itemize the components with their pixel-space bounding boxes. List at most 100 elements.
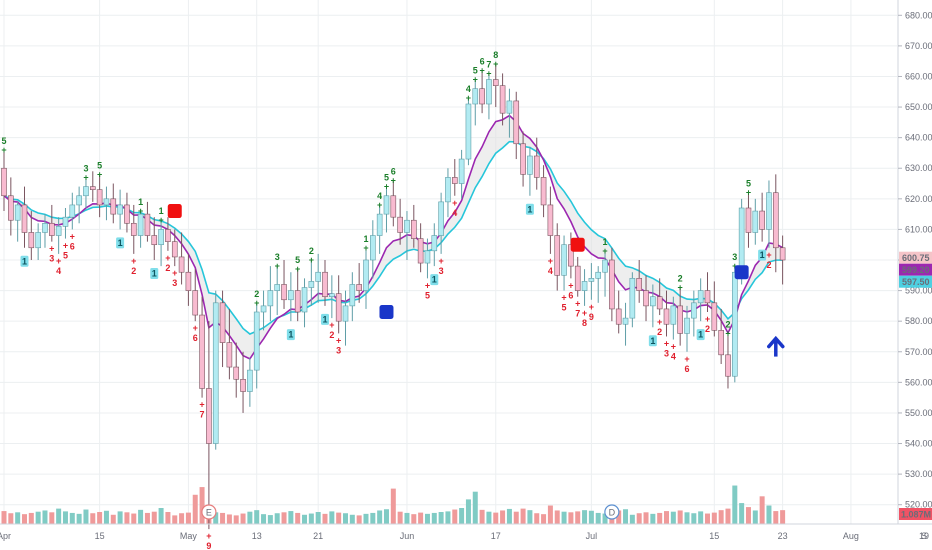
candle [622,302,629,346]
candle-body [233,366,240,380]
price-label: 599.20 [899,263,932,276]
volume-bar [766,505,772,524]
candle-body [752,210,759,233]
candle [103,186,110,221]
candle-body [363,259,369,291]
event-marker-circle [201,504,217,520]
y-tick-label: 540.00 [905,439,932,449]
candle [253,302,260,389]
buy-count-tag: 2 [678,274,683,284]
volume-bar [582,510,588,524]
sell-plus-mark: + [561,293,566,303]
candle-body [144,213,151,236]
candle-body [704,290,711,304]
volume-bar [691,513,697,524]
candle [697,278,704,322]
candle [89,171,96,202]
candle [69,192,76,230]
candle-body [465,103,472,160]
buy-count-tag: 2 [725,319,730,329]
candle-body [288,290,294,301]
buy-plus-mark: + [678,283,683,293]
volume-bar [179,513,185,524]
teal-tag-box [20,255,29,267]
sell-count-tag: 3 [172,278,177,288]
candle-body [158,229,164,246]
buy-plus-mark: + [473,75,478,85]
candle-body [178,256,185,273]
price-label-bg [899,251,932,264]
candle-body [779,247,786,261]
sell-count-tag: 2 [705,324,710,334]
candle [547,186,554,254]
candle-body [711,302,718,331]
candle-body [219,302,226,343]
event-marker: E [201,504,217,520]
candle-body [1,167,7,197]
volume-bar [267,515,273,524]
candle-body [124,204,130,224]
candle [281,260,287,309]
event-marker-circle [604,504,620,520]
volume-label-text: 1.087M [901,510,931,520]
volume-bar [534,513,540,524]
sell-plus-mark: + [193,323,198,333]
volume-bar [452,509,458,524]
candle [670,296,677,340]
buy-plus-mark: + [384,182,389,192]
sell-count-tag: 2 [766,260,771,270]
candle-body [192,290,199,316]
volume-bar [459,508,465,524]
teal-tag-box [758,249,767,261]
volume-bar [438,512,444,524]
candle-body [171,241,178,258]
y-tick-label: 620.00 [905,194,932,204]
candle [1,149,7,212]
candle-body [732,271,738,377]
candle-body [622,317,629,325]
candle-body [527,155,533,175]
x-tick-label: May [180,531,198,541]
price-label: 600.75 [899,251,932,264]
buy-count-tag: 4 [466,84,471,94]
teal-tag-label: 1 [650,336,655,346]
candle [130,204,137,254]
candle [14,201,21,242]
price-label-text: 600.75 [902,253,930,263]
candle [206,321,212,530]
sell-plus-mark: + [206,531,211,541]
buy-count-tag: 5 [384,173,389,183]
volume-bar [62,511,68,524]
candle-body [772,192,779,249]
candle-body [240,378,246,392]
buy-plus-mark: + [97,169,102,179]
candle-body [410,219,417,239]
event-marker-label: E [206,508,212,518]
candle [609,247,615,322]
candle [479,70,485,114]
candle-body [725,354,731,377]
time-axis[interactable]: Apr 15 May 13 21 Jun 17 Jul 15 23 Aug 19S [0,523,932,541]
volume-bar [602,513,608,524]
candle [124,192,130,233]
volume-bar [281,512,287,524]
candle [752,198,759,245]
buy-plus-mark: + [309,255,314,265]
buy-plus-mark: + [158,215,163,225]
sell-plus-mark: + [63,241,68,251]
candle [117,189,123,230]
sell-plus-mark: + [582,308,587,318]
candle [581,269,588,306]
volume-bar [616,510,622,524]
buy-plus-mark: + [479,65,484,75]
candle [561,235,567,291]
candle-body [677,305,683,334]
red-signal-box [570,237,585,252]
buy-plus-mark: + [602,246,607,256]
candle [643,275,649,322]
teal-tag-label: 1 [152,269,157,279]
price-axis[interactable]: 520.00 530.00 540.00 550.00 560.00 570.00 580.… [897,0,932,524]
x-tick-label: 21 [313,531,323,541]
